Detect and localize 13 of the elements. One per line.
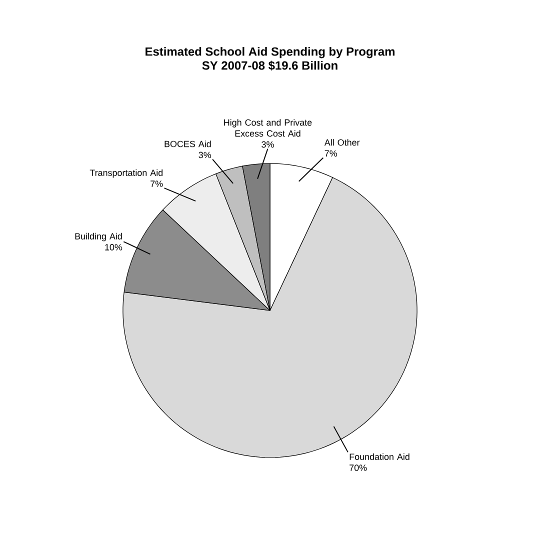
data-label: 10% [105, 244, 122, 250]
slice-label: High Cost and Private Excess Cost Aid [224, 119, 312, 137]
slice-label: Transportation Aid [90, 169, 163, 178]
data-label: 3% [198, 152, 212, 158]
slice-label: Foundation Aid [350, 453, 410, 460]
slice-label: BOCES Aid [164, 140, 211, 148]
slice-label: All Other [324, 139, 360, 146]
slice-label: Building Aid [75, 232, 122, 242]
chart-title: Estimated School Aid Spending by Program SY 2007-08 $19.6 Billion [146, 47, 394, 70]
data-label: 7% [324, 150, 338, 157]
data-label: 3% [262, 141, 274, 148]
data-label: 70% [350, 464, 367, 471]
data-label: 7% [150, 180, 163, 187]
